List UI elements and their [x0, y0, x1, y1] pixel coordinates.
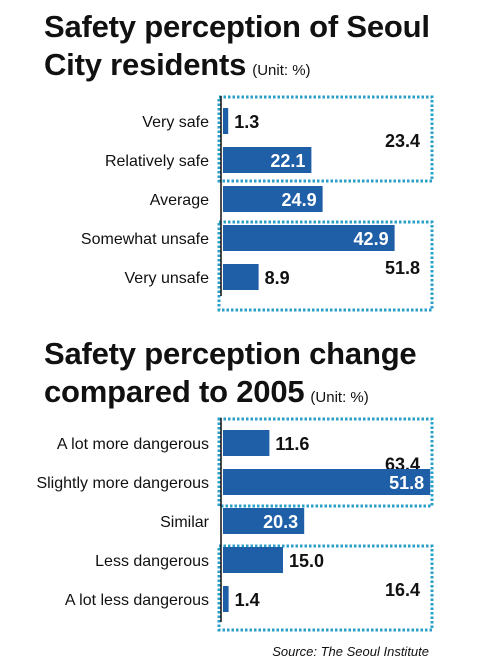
chart1-plot: 23.4 51.8 Very safe 1.3 Relatively safe 22.1 A… — [81, 95, 434, 312]
group-total-label: 16.4 — [385, 580, 420, 600]
bar — [223, 186, 323, 212]
value-label: 1.3 — [234, 112, 259, 132]
source-note: Source: The Seoul Institute — [272, 644, 429, 659]
bar — [223, 108, 229, 134]
category-label: Less dangerous — [95, 553, 209, 570]
value-label: 8.9 — [265, 268, 290, 288]
bar — [223, 264, 259, 290]
category-label: Slightly more dangerous — [36, 475, 209, 492]
bar — [223, 147, 312, 173]
value-label: 22.1 — [270, 151, 305, 171]
value-label: 51.8 — [389, 473, 424, 493]
value-label: 1.4 — [235, 590, 260, 610]
chart1-title: Safety perception of Seoul City resident… — [44, 8, 464, 90]
chart2-plot: 63.416.4A lot more dangerous 11.6Slightly… — [36, 417, 434, 632]
chart2-unit: (Unit: %) — [310, 389, 369, 406]
bar — [223, 469, 431, 495]
chart1-title-text: Safety perception of Seoul City resident… — [44, 9, 430, 82]
category-label: A lot more dangerous — [57, 436, 209, 453]
category-label: Relatively safe — [105, 153, 209, 170]
group-total-label: 23.4 — [385, 131, 420, 151]
value-label: 15.0 — [289, 551, 324, 571]
chart2-title: Safety perception change compared to 200… — [44, 335, 464, 417]
category-label: A lot less dangerous — [65, 592, 209, 609]
category-label: Somewhat unsafe — [81, 231, 209, 248]
bar — [223, 586, 229, 612]
category-label: Similar — [160, 514, 210, 531]
value-label: 42.9 — [354, 229, 389, 249]
value-label: 24.9 — [282, 190, 317, 210]
chart2-title-text: Safety perception change compared to 200… — [44, 336, 417, 409]
bar — [223, 547, 283, 573]
group-total-label: 51.8 — [385, 258, 420, 278]
value-label: 11.6 — [275, 434, 309, 454]
bar — [223, 430, 270, 456]
group-box — [217, 417, 434, 508]
category-label: Average — [150, 192, 209, 209]
value-label: 20.3 — [263, 512, 298, 532]
category-label: Very unsafe — [125, 270, 210, 287]
bar — [223, 225, 395, 251]
group-box — [217, 220, 434, 312]
category-label: Very safe — [142, 114, 209, 131]
chart1-unit: (Unit: %) — [252, 62, 311, 79]
bar — [223, 508, 305, 534]
